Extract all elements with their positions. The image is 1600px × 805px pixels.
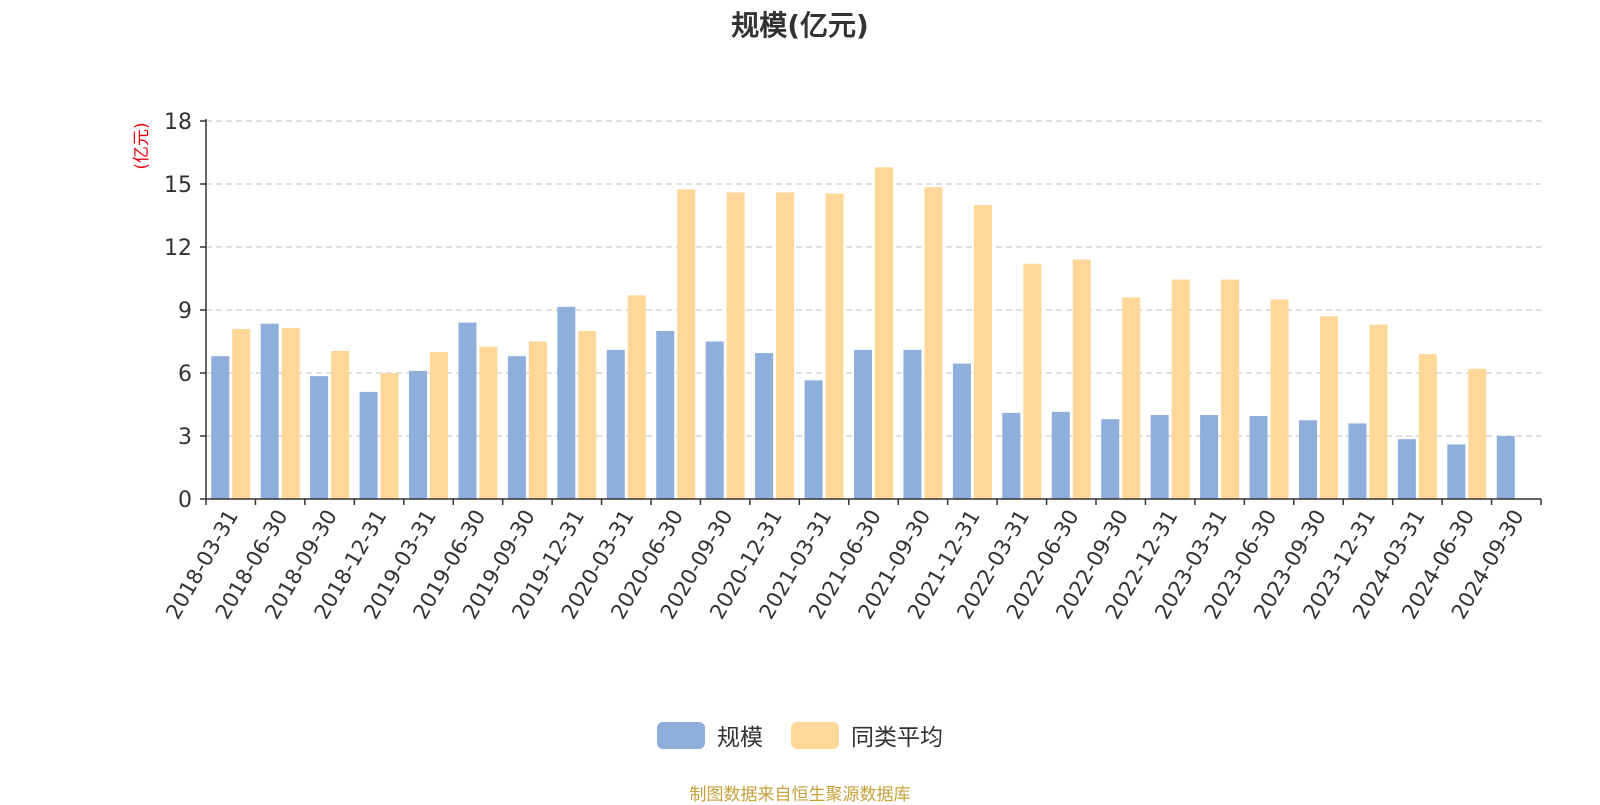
bar-peer-average-2018-06-30[interactable] (281, 327, 300, 499)
bar-peer-average-2022-03-31[interactable] (1023, 263, 1042, 499)
bar-scale-2018-09-30[interactable] (310, 376, 329, 499)
y-axis-title: (亿元) (132, 122, 152, 169)
bar-peer-average-2021-09-30[interactable] (924, 187, 943, 499)
y-tick-label: 12 (164, 236, 192, 261)
bar-scale-2022-03-31[interactable] (1002, 412, 1021, 499)
legend-swatch-scale (657, 721, 705, 749)
bar-scale-2020-12-31[interactable] (755, 353, 774, 499)
bar-scale-2022-12-31[interactable] (1150, 415, 1169, 499)
legend-item-peer-average[interactable]: 同类平均 (791, 718, 943, 752)
bar-scale-2021-06-30[interactable] (854, 349, 872, 499)
bar-peer-average-2024-06-30[interactable] (1468, 368, 1487, 499)
bar-scale-2019-09-30[interactable] (507, 356, 526, 499)
bar-peer-average-2018-12-31[interactable] (380, 373, 399, 499)
bar-peer-average-2019-09-30[interactable] (528, 341, 547, 500)
bar-peer-average-2023-03-31[interactable] (1221, 279, 1240, 499)
bar-scale-2023-06-30[interactable] (1249, 416, 1268, 499)
y-tick-label: 6 (178, 362, 192, 387)
bar-scale-2023-09-30[interactable] (1299, 420, 1317, 499)
bar-peer-average-2019-06-30[interactable] (479, 346, 498, 499)
bar-scale-2018-06-30[interactable] (260, 323, 279, 499)
bar-scale-2021-09-30[interactable] (903, 349, 922, 499)
legend: 规模 同类平均 (0, 718, 1600, 752)
y-tick-label: 18 (164, 110, 192, 135)
bar-scale-2020-03-31[interactable] (606, 349, 625, 499)
legend-item-scale[interactable]: 规模 (657, 718, 763, 752)
bar-peer-average-2021-06-30[interactable] (875, 167, 893, 499)
y-tick-label: 15 (164, 173, 192, 198)
legend-swatch-peer-average (791, 721, 839, 749)
bar-scale-2022-06-30[interactable] (1051, 411, 1070, 499)
y-tick-label: 3 (178, 425, 192, 450)
bar-peer-average-2022-06-30[interactable] (1072, 259, 1091, 499)
legend-label-peer-average: 同类平均 (851, 725, 943, 751)
bars (211, 167, 1515, 499)
bar-peer-average-2020-06-30[interactable] (677, 189, 696, 499)
bar-scale-2018-03-31[interactable] (211, 356, 230, 499)
bar-peer-average-2020-12-31[interactable] (776, 192, 795, 499)
source-note: 制图数据来自恒生聚源数据库 (689, 785, 911, 805)
bar-peer-average-2023-09-30[interactable] (1320, 316, 1338, 499)
bar-scale-2019-06-30[interactable] (458, 322, 477, 499)
legend-label-scale: 规模 (717, 725, 763, 751)
bar-peer-average-2023-12-31[interactable] (1369, 324, 1388, 499)
bar-peer-average-2019-03-31[interactable] (430, 352, 448, 499)
bar-scale-2023-03-31[interactable] (1200, 415, 1219, 499)
bar-peer-average-2020-09-30[interactable] (726, 192, 745, 499)
bar-peer-average-2024-03-31[interactable] (1418, 354, 1437, 499)
bar-scale-2023-12-31[interactable] (1348, 423, 1367, 499)
bar-peer-average-2019-12-31[interactable] (578, 331, 597, 499)
bar-peer-average-2023-06-30[interactable] (1270, 299, 1289, 500)
bar-scale-2020-06-30[interactable] (656, 331, 675, 499)
bar-scale-2022-09-30[interactable] (1101, 419, 1120, 499)
bar-scale-2019-03-31[interactable] (409, 370, 427, 499)
bar-peer-average-2022-09-30[interactable] (1122, 297, 1141, 499)
bar-peer-average-2020-03-31[interactable] (627, 295, 646, 499)
bar-scale-2019-12-31[interactable] (557, 306, 576, 499)
bar-peer-average-2018-09-30[interactable] (331, 350, 350, 499)
y-tick-label: 9 (178, 299, 192, 324)
bar-scale-2024-03-31[interactable] (1397, 439, 1416, 499)
bar-peer-average-2018-03-31[interactable] (232, 328, 251, 499)
bar-scale-2018-12-31[interactable] (359, 391, 378, 499)
chart-title: 规模(亿元) (731, 9, 869, 42)
bar-scale-2020-09-30[interactable] (705, 341, 724, 500)
bar-peer-average-2022-12-31[interactable] (1171, 279, 1190, 499)
bar-peer-average-2021-12-31[interactable] (973, 205, 992, 499)
bar-scale-2024-09-30[interactable] (1496, 436, 1515, 499)
bar-scale-2024-06-30[interactable] (1447, 444, 1466, 499)
bar-scale-2021-12-31[interactable] (952, 363, 971, 499)
y-tick-label: 0 (178, 488, 192, 513)
bar-scale-2021-03-31[interactable] (804, 380, 823, 499)
grid-lines (206, 120, 1541, 437)
bar-peer-average-2021-03-31[interactable] (825, 193, 844, 499)
